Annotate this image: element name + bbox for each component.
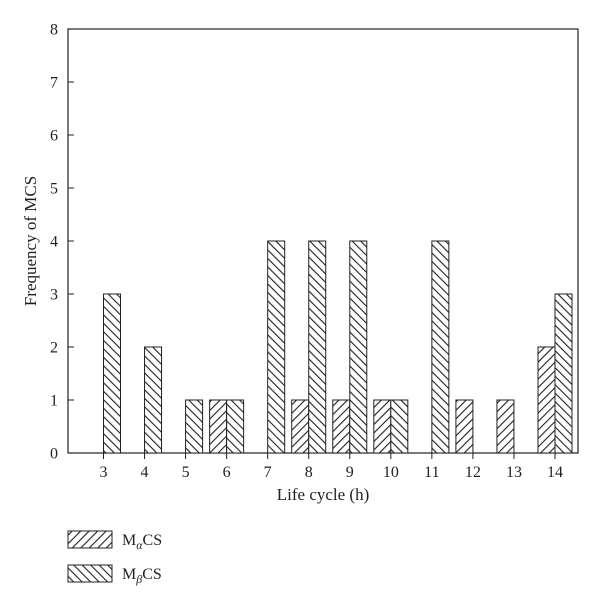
bar-mbeta	[267, 240, 286, 454]
bar-malpha	[291, 399, 310, 454]
y-tick-label: 1	[50, 393, 58, 410]
legend-label-mbeta: MβCS	[122, 566, 162, 586]
x-axis: 3 4 5 6 7 8 9 10 11 12 13 14	[100, 453, 563, 481]
y-tick-label: 8	[50, 22, 58, 39]
x-tick-label: 6	[223, 464, 231, 481]
bar-mbeta	[554, 293, 573, 454]
bar-mbeta	[390, 399, 409, 454]
x-tick-label: 8	[305, 464, 313, 481]
legend-label-malpha: MαCS	[122, 532, 162, 552]
bar-malpha	[332, 399, 351, 454]
bar-mbeta	[185, 399, 204, 454]
bar-mbeta	[308, 240, 327, 454]
x-axis-title: Life cycle (h)	[277, 485, 370, 504]
legend-swatch-mbeta	[67, 564, 113, 583]
x-tick-label: 13	[506, 464, 522, 481]
y-tick-label: 2	[50, 340, 58, 357]
bar-malpha	[496, 399, 515, 454]
bar-mbeta	[431, 240, 450, 454]
y-tick-label: 4	[50, 234, 58, 251]
bar-malpha	[455, 399, 474, 454]
y-axis-title: Frequency of MCS	[21, 176, 40, 306]
x-tick-label: 14	[547, 464, 563, 481]
bar-mbeta	[226, 399, 245, 454]
legend-swatch-malpha	[67, 530, 113, 549]
bar-malpha	[209, 399, 228, 454]
y-tick-label: 7	[50, 75, 58, 92]
bar-mbeta	[103, 293, 121, 454]
bar-malpha	[373, 399, 392, 454]
x-tick-label: 10	[383, 464, 399, 481]
x-tick-label: 5	[182, 464, 190, 481]
y-tick-label: 3	[50, 287, 58, 304]
bars	[103, 240, 573, 454]
legend: MαCS MβCS	[67, 530, 162, 586]
y-tick-label: 6	[50, 128, 58, 145]
bar-mbeta	[144, 346, 163, 454]
x-tick-label: 4	[141, 464, 149, 481]
x-tick-label: 7	[264, 464, 272, 481]
y-tick-label: 5	[50, 181, 58, 198]
bar-malpha	[537, 346, 556, 454]
y-axis: 0 1 2 3 4 5 6 7 8	[50, 22, 74, 463]
y-tick-label: 0	[50, 446, 58, 463]
bar-mbeta	[349, 240, 368, 454]
x-tick-label: 9	[346, 464, 354, 481]
x-tick-label: 12	[465, 464, 481, 481]
x-tick-label: 11	[424, 464, 439, 481]
x-tick-label: 3	[100, 464, 108, 481]
